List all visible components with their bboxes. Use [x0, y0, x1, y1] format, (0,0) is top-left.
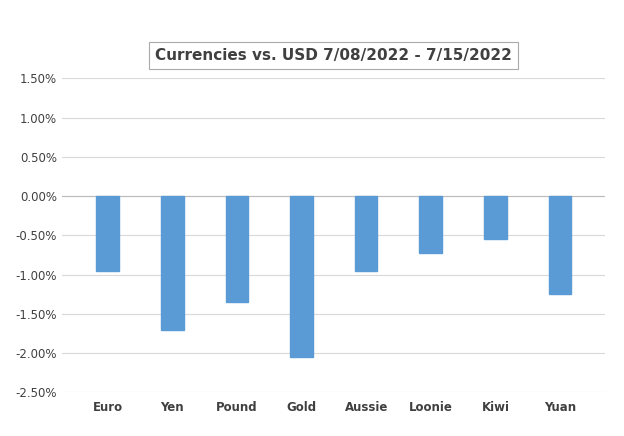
Bar — [419, 196, 442, 253]
Bar — [226, 196, 248, 302]
Bar — [484, 196, 507, 239]
Bar — [96, 196, 119, 271]
Bar — [355, 196, 378, 271]
Bar — [161, 196, 183, 330]
Bar — [548, 196, 572, 294]
Text: Currencies vs. USD 7/08/2022 - 7/15/2022: Currencies vs. USD 7/08/2022 - 7/15/2022 — [155, 48, 512, 63]
Bar — [290, 196, 313, 357]
